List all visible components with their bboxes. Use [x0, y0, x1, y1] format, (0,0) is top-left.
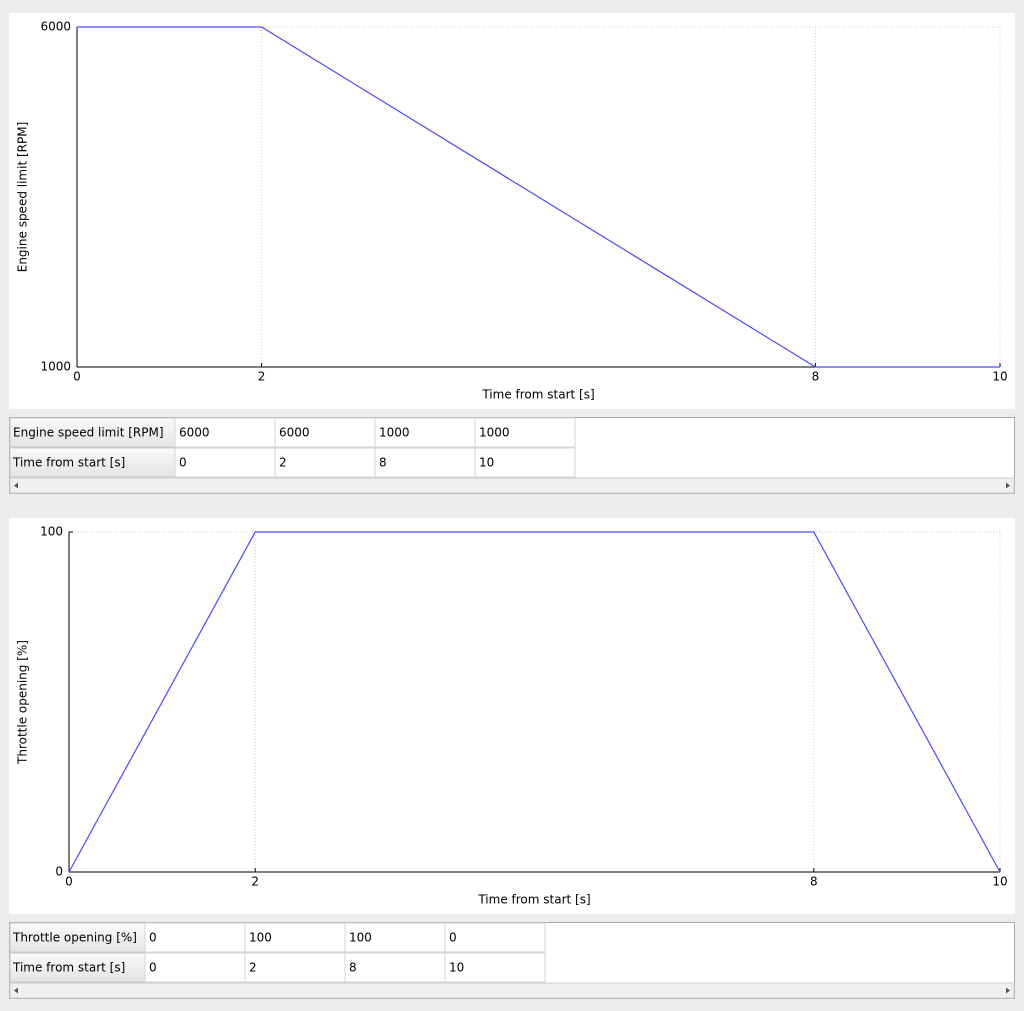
- cell-value: 0: [149, 961, 157, 975]
- cell-value: 100: [349, 931, 372, 945]
- table-cell[interactable]: [344, 922, 446, 953]
- scrollbar[interactable]: [9, 477, 1015, 494]
- data-line: [68, 531, 1001, 873]
- chart-panel: 0 2 8 10 1000 6000 Time from start [s] Engine s…: [9, 13, 1015, 409]
- scrollbar[interactable]: [9, 982, 1015, 999]
- x-tick-label: 10: [992, 370, 1007, 384]
- row-header-label: Time from start [s]: [12, 961, 125, 975]
- x-axis-label: Time from start [s]: [477, 893, 590, 907]
- x-axis-label: Time from start [s]: [481, 388, 594, 402]
- x-tick-label: 0: [65, 875, 73, 889]
- y-tick-label: 1000: [40, 360, 71, 374]
- row-header-label: Throttle opening [%]: [12, 931, 137, 945]
- table-cell[interactable]: [244, 952, 346, 983]
- row-header-label: Engine speed limit [RPM]: [13, 426, 164, 440]
- cell-value: 8: [349, 961, 357, 975]
- x-tick-label: 2: [251, 875, 259, 889]
- data-line: [77, 26, 1000, 368]
- cell-value: 2: [249, 961, 257, 975]
- table-cell[interactable]: [144, 922, 246, 953]
- table-cell[interactable]: [374, 447, 476, 478]
- table-cell[interactable]: [274, 417, 376, 448]
- x-tick-label: 8: [810, 875, 818, 889]
- scroll-left[interactable]: [14, 987, 18, 994]
- y-tick-label: 6000: [40, 20, 71, 34]
- table-cell[interactable]: [474, 417, 576, 448]
- table-cell[interactable]: [144, 952, 246, 983]
- cell-value: 8: [379, 456, 387, 470]
- row-header: [9, 952, 146, 983]
- scroll-left[interactable]: [14, 482, 18, 489]
- cell-value: 1000: [379, 426, 410, 440]
- table-cell[interactable]: [444, 952, 546, 983]
- cell-value: 0: [179, 456, 187, 470]
- table-cell[interactable]: [174, 447, 276, 478]
- row-header-label: Time from start [s]: [12, 456, 125, 470]
- cell-value: 100: [249, 931, 272, 945]
- x-tick-label: 8: [812, 370, 820, 384]
- table-cell[interactable]: [274, 447, 376, 478]
- scroll-right[interactable]: [1006, 987, 1010, 994]
- table-cell[interactable]: [444, 922, 546, 953]
- y-tick-label: 100: [40, 525, 63, 539]
- panel-background: [9, 518, 1015, 914]
- table-cell[interactable]: [344, 952, 446, 983]
- x-tick-label: 0: [73, 370, 81, 384]
- cell-value: 0: [449, 931, 457, 945]
- row-header: [9, 417, 176, 448]
- y-axis-label: Engine speed limit [RPM]: [16, 122, 30, 273]
- cell-value: 1000: [479, 426, 510, 440]
- cell-value: 10: [479, 456, 494, 470]
- table-cell[interactable]: [474, 447, 576, 478]
- table-cell[interactable]: [244, 922, 346, 953]
- y-tick-label: 0: [55, 865, 63, 879]
- data-table: Engine speed limit [RPM] 6000 6000 1000 1000…: [9, 417, 1015, 494]
- cell-value: 2: [279, 456, 287, 470]
- cell-value: 10: [449, 961, 464, 975]
- y-axis-label: Throttle opening [%]: [16, 640, 30, 765]
- cell-value: 0: [149, 931, 157, 945]
- x-tick-label: 10: [992, 875, 1007, 889]
- panel-background: [9, 13, 1015, 409]
- x-tick-label: 2: [258, 370, 266, 384]
- cell-value: 6000: [179, 426, 210, 440]
- scroll-right[interactable]: [1006, 482, 1010, 489]
- cell-value: 6000: [279, 426, 310, 440]
